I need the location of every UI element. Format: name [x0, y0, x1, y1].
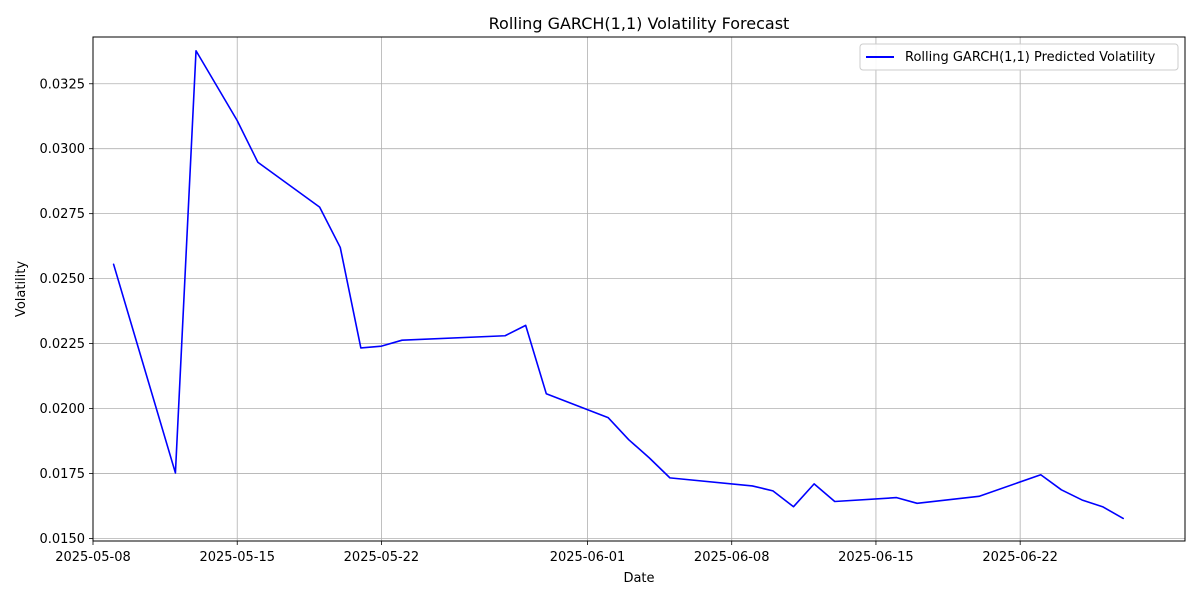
y-tick-label: 0.0275 [40, 207, 86, 222]
x-tick-label: 2025-05-15 [199, 550, 275, 565]
x-tick-label: 2025-05-08 [55, 550, 131, 565]
y-tick-label: 0.0200 [40, 402, 86, 417]
grid-layer [92, 37, 1185, 541]
ticks-layer: 2025-05-08 2025-05-15 2025-05-22 2025-06-01… [40, 77, 1058, 565]
legend: Rolling GARCH(1,1) Predicted Volatility [859, 43, 1179, 71]
y-tick-label: 0.0250 [40, 272, 86, 287]
y-tick-label: 0.0175 [40, 467, 86, 482]
x-tick-label: 2025-06-15 [838, 550, 914, 565]
chart-title: Rolling GARCH(1,1) Volatility Forecast [489, 14, 790, 33]
plot-area-background [93, 37, 1185, 541]
y-tick-label: 0.0325 [40, 77, 86, 92]
y-tick-label: 0.0225 [40, 337, 86, 352]
x-axis-label: Date [623, 571, 654, 586]
legend-label: Rolling GARCH(1,1) Predicted Volatility [905, 50, 1156, 65]
x-tick-label: 2025-05-22 [344, 550, 420, 565]
y-tick-label: 0.0150 [40, 532, 86, 547]
x-tick-label: 2025-06-01 [550, 550, 626, 565]
y-axis-label: Volatility [14, 261, 29, 317]
legend-box [859, 43, 1179, 71]
series-layer [112, 49, 1124, 520]
series-line-0 [112, 49, 1124, 520]
y-tick-label: 0.0300 [40, 142, 86, 157]
plot-frame [92, 36, 1186, 542]
x-tick-label: 2025-06-08 [694, 550, 770, 565]
x-tick-label: 2025-06-22 [982, 550, 1058, 565]
